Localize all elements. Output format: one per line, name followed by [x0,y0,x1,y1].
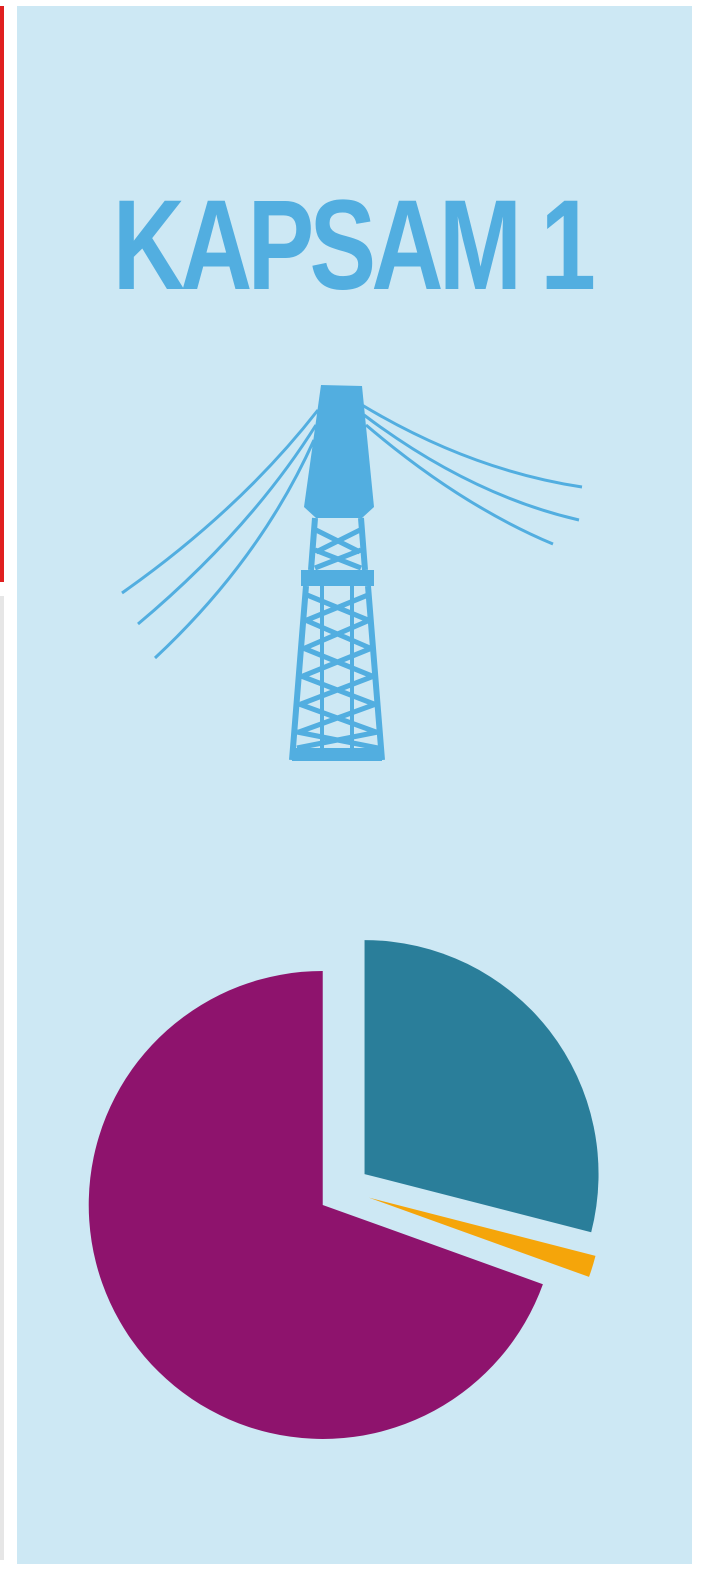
pie-slice [368,1197,596,1277]
grey-edge [0,596,4,1560]
pie-slice [88,970,543,1439]
pie-slice [364,940,599,1233]
tower-icon [121,385,583,761]
chart-title: KAPSAM 1 [113,174,594,317]
red-edge [0,6,4,582]
